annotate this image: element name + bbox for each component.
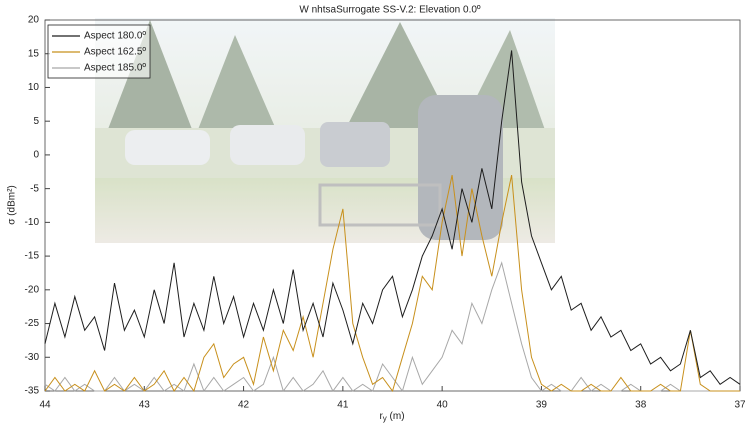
y-tick-label: -15	[25, 251, 40, 262]
y-tick-label: -10	[25, 217, 40, 228]
y-tick-label: -35	[25, 386, 40, 397]
x-tick-label: 40	[437, 400, 449, 411]
x-label-unit: (m)	[387, 411, 405, 422]
y-tick-label: -30	[25, 352, 40, 363]
legend-label: Aspect 180.0º	[84, 31, 146, 42]
y-tick-label: 0	[33, 150, 39, 161]
x-label-sub: y	[383, 414, 387, 423]
x-label-main: r	[379, 411, 383, 422]
y-tick-label: 15	[28, 48, 40, 59]
x-tick-label: 38	[635, 400, 647, 411]
chart-title: W nhtsaSurrogate SS-V.2: Elevation 0.0º	[299, 5, 481, 16]
legend-label: Aspect 162.5º	[84, 47, 146, 58]
y-tick-label: -25	[25, 318, 40, 329]
legend-label: Aspect 185.0º	[84, 63, 146, 74]
x-tick-label: 43	[139, 400, 151, 411]
x-tick-label: 41	[337, 400, 349, 411]
series-line	[44, 50, 741, 385]
y-tick-label: 5	[33, 116, 39, 127]
y-tick-label: 10	[28, 82, 40, 93]
series-line	[44, 174, 740, 393]
y-tick-label: -5	[30, 183, 39, 194]
x-tick-label: 37	[734, 400, 745, 411]
y-tick-label: -20	[25, 284, 40, 295]
background-photo	[95, 18, 555, 243]
y-axis-label: σ (dBm²)	[7, 185, 18, 225]
x-tick-label: 44	[39, 400, 51, 411]
x-tick-label: 39	[536, 400, 548, 411]
x-axis-label: ry (m)	[379, 411, 404, 423]
y-tick-label: 20	[28, 15, 40, 26]
legend-box	[47, 24, 151, 79]
x-tick-label: 42	[238, 400, 250, 411]
series-line	[44, 261, 740, 393]
